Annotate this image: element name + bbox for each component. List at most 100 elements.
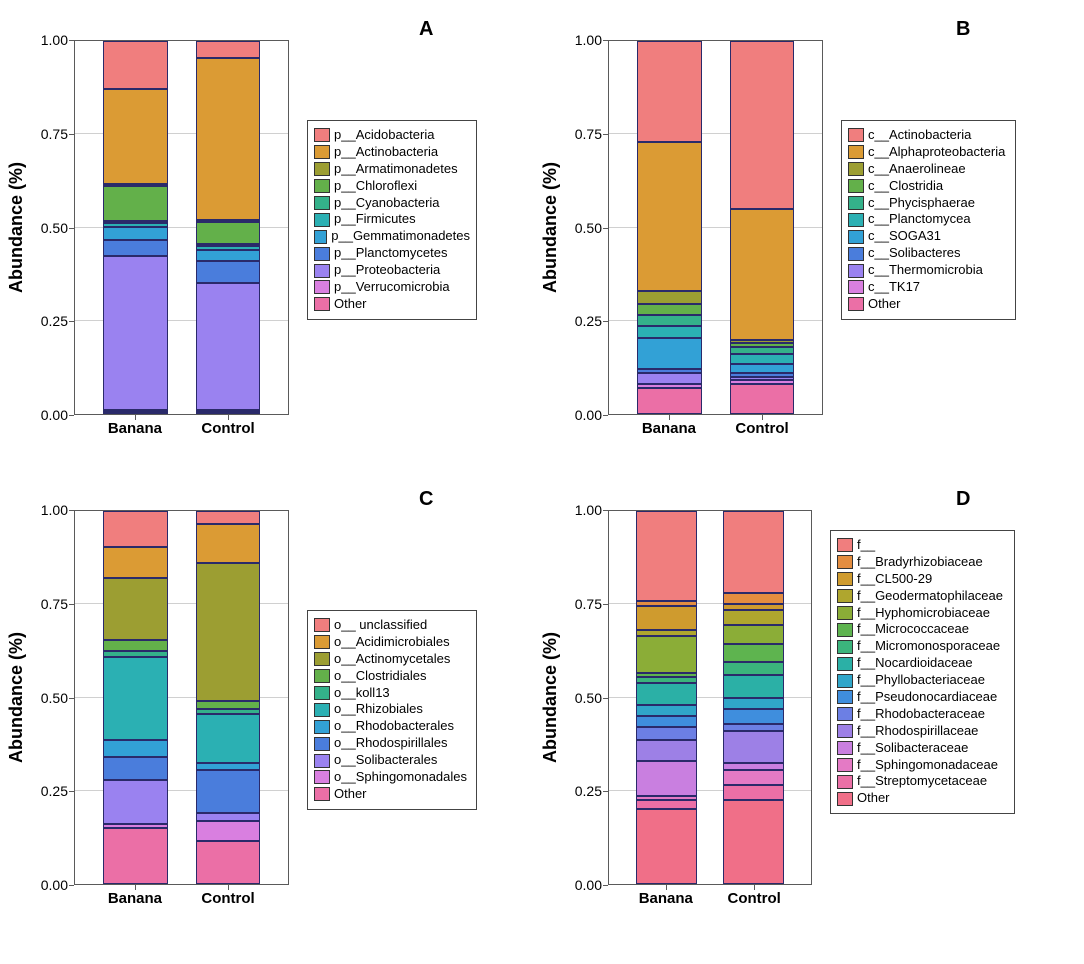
y-axis-label: Abundance (%) [540, 510, 566, 885]
x-tick-label: Banana [103, 890, 168, 920]
legend-label: p__Cyanobacteria [334, 195, 440, 212]
legend-item: Other [837, 790, 1008, 807]
legend-swatch [837, 657, 853, 671]
legend-swatch [837, 741, 853, 755]
y-axis-label: Abundance (%) [6, 40, 32, 415]
x-tick-label: Control [724, 890, 785, 920]
legend-label: p__Gemmatimonadetes [331, 228, 470, 245]
segment [103, 41, 168, 89]
segment [636, 740, 697, 761]
legend-swatch [314, 652, 330, 666]
y-ticks: 0.000.250.500.751.00 [566, 510, 608, 885]
legend-label: o__Rhodospirillales [334, 735, 447, 752]
legend-item: c__Planctomycea [848, 211, 1009, 228]
legend-item: o__Rhodospirillales [314, 735, 470, 752]
y-ticks: 0.000.250.500.751.00 [32, 40, 74, 415]
legend-item: c__Alphaproteobacteria [848, 144, 1009, 161]
segment [723, 709, 784, 724]
y-tick-label: 0.75 [41, 127, 68, 141]
legend-swatch [314, 787, 330, 801]
legend-item: p__Acidobacteria [314, 127, 470, 144]
legend-swatch [314, 196, 330, 210]
segment [103, 657, 168, 741]
x-tick-label: Control [196, 890, 261, 920]
legend-item: p__Cyanobacteria [314, 195, 470, 212]
segment [196, 563, 261, 701]
segment [637, 315, 702, 326]
legend-item: p__Planctomycetes [314, 245, 470, 262]
legend-label: f__Sphingomonadaceae [857, 757, 998, 774]
top-row: AAbundance (%)0.000.250.500.751.00Banana… [6, 10, 1078, 480]
segment [196, 41, 261, 58]
legend-item: c__Clostridia [848, 178, 1009, 195]
legend-label: c__Anaerolineae [868, 161, 966, 178]
legend-label: Other [868, 296, 901, 313]
legend-item: f__Rhodobacteraceae [837, 706, 1008, 723]
legend-label: f__Rhodospirillaceae [857, 723, 978, 740]
legend-label: f__Rhodobacteraceae [857, 706, 985, 723]
legend-item: p__Gemmatimonadetes [314, 228, 470, 245]
legend-item: o__Actinomycetales [314, 651, 470, 668]
legend-swatch [314, 737, 330, 751]
legend-swatch [314, 128, 330, 142]
legend-label: o__Acidimicrobiales [334, 634, 450, 651]
legend-swatch [314, 297, 330, 311]
bottom-row: CAbundance (%)0.000.250.500.751.00Banana… [6, 480, 1078, 950]
legend-swatch [314, 703, 330, 717]
legend-swatch [314, 247, 330, 261]
legend-label: Other [334, 296, 367, 313]
segment [723, 675, 784, 697]
legend-label: f__Pseudonocardiaceae [857, 689, 997, 706]
x-tick-label: Control [196, 420, 261, 450]
segment [730, 354, 795, 363]
legend-label: f__Micrococcaceae [857, 621, 969, 638]
legend-item: f__Geodermatophilaceae [837, 588, 1008, 605]
segment [103, 640, 168, 651]
bars-container [609, 511, 811, 884]
legend-item: o__Sphingomonadales [314, 769, 470, 786]
segment [730, 41, 795, 209]
legend-swatch [314, 720, 330, 734]
segment [103, 240, 168, 257]
segment [636, 716, 697, 727]
legend-item: f__CL500-29 [837, 571, 1008, 588]
x-tick-label: Control [730, 420, 795, 450]
legend-swatch [848, 280, 864, 294]
legend-item: f__Hyphomicrobiaceae [837, 605, 1008, 622]
legend-label: f__Bradyrhizobiaceae [857, 554, 983, 571]
legend: c__Actinobacteriac__Alphaproteobacteriac… [841, 120, 1016, 320]
x-ticks: BananaControl [74, 415, 289, 445]
y-axis-label: Abundance (%) [6, 510, 32, 885]
y-ticks: 0.000.250.500.751.00 [32, 510, 74, 885]
panel-C: CAbundance (%)0.000.250.500.751.00Banana… [6, 480, 540, 950]
segment [196, 770, 261, 813]
y-tick-label: 0.50 [575, 221, 602, 235]
segment [637, 388, 702, 414]
segment [636, 683, 697, 705]
figure-4panel: { "global": { "y_label": "Abundance (%)"… [0, 0, 1084, 964]
segment [196, 261, 261, 283]
panel-B: BAbundance (%)0.000.250.500.751.00Banana… [540, 10, 1078, 480]
legend-item: o__Solibacterales [314, 752, 470, 769]
legend-label: p__Armatimonadetes [334, 161, 458, 178]
segment [636, 727, 697, 740]
legend-label: p__Actinobacteria [334, 144, 438, 161]
segment [196, 714, 261, 762]
bar-control [196, 511, 261, 884]
legend-label: p__Chloroflexi [334, 178, 417, 195]
legend-item: f__Sphingomonadaceae [837, 757, 1008, 774]
x-tick-label: Banana [637, 420, 702, 450]
legend-swatch [837, 792, 853, 806]
legend-label: o__Solibacterales [334, 752, 437, 769]
legend-item: c__Phycisphaerae [848, 195, 1009, 212]
bar-banana [636, 511, 697, 884]
y-tick-label: 1.00 [41, 503, 68, 517]
legend-item: c__Thermomicrobia [848, 262, 1009, 279]
segment [636, 636, 697, 673]
legend-item: o__koll13 [314, 685, 470, 702]
segment [637, 142, 702, 291]
legend-label: p__Verrucomicrobia [334, 279, 450, 296]
legend-item: o__Acidimicrobiales [314, 634, 470, 651]
legend-label: o__Rhodobacterales [334, 718, 454, 735]
segment [636, 705, 697, 716]
